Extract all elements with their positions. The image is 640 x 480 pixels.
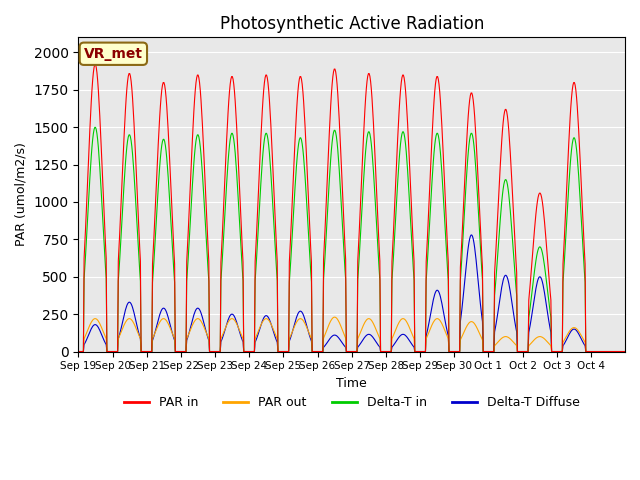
Text: VR_met: VR_met	[84, 47, 143, 61]
Y-axis label: PAR (umol/m2/s): PAR (umol/m2/s)	[15, 143, 28, 246]
Title: Photosynthetic Active Radiation: Photosynthetic Active Radiation	[220, 15, 484, 33]
Legend: PAR in, PAR out, Delta-T in, Delta-T Diffuse: PAR in, PAR out, Delta-T in, Delta-T Dif…	[119, 391, 584, 414]
X-axis label: Time: Time	[337, 377, 367, 390]
